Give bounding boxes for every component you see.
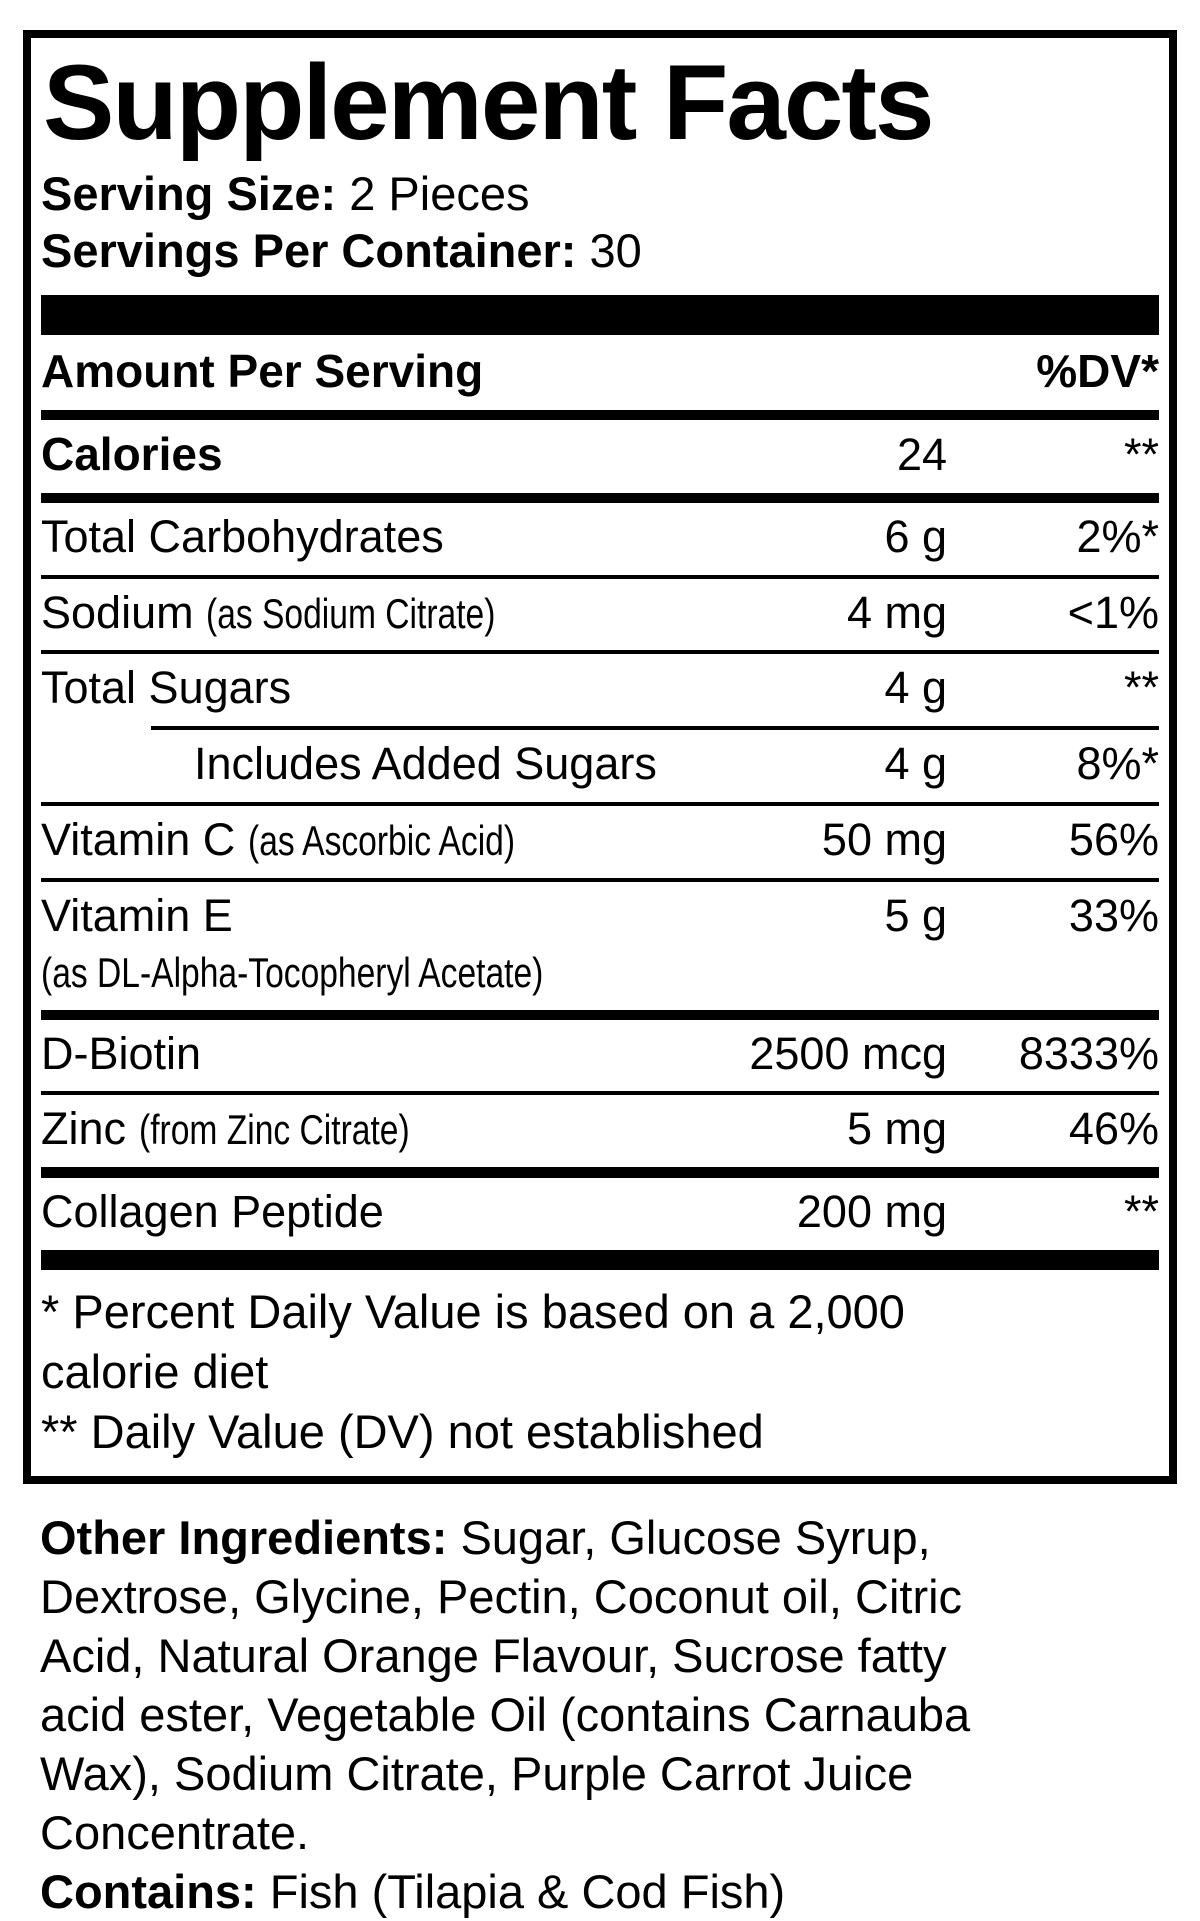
nutrient-name: Collagen Peptide bbox=[41, 1186, 384, 1238]
divider bbox=[41, 650, 1159, 655]
other-ingredients-text: Sugar, Glucose Syrup, bbox=[460, 1510, 931, 1564]
nutrient-dv: ** bbox=[1123, 1186, 1159, 1238]
footnote-dv-not-established: ** Daily Value (DV) not established bbox=[41, 1404, 764, 1458]
nutrient-row-zinc: Zinc (from Zinc Citrate) 5 mg 46% bbox=[41, 1095, 1159, 1167]
amount-per-serving-header: Amount Per Serving bbox=[41, 345, 484, 398]
nutrient-name: Sodium bbox=[41, 586, 194, 638]
nutrient-amount: 50 mg bbox=[821, 813, 947, 865]
nutrient-amount: 4 g bbox=[884, 662, 947, 714]
nutrient-source-note: (as Sodium Citrate) bbox=[206, 589, 496, 637]
servings-per-container-line: Servings Per Container: 30 bbox=[41, 222, 1159, 279]
divider bbox=[41, 1091, 1159, 1096]
nutrient-dv: ** bbox=[1123, 429, 1159, 481]
nutrient-name: Vitamin C bbox=[41, 813, 236, 865]
nutrient-name: Zinc bbox=[41, 1103, 127, 1155]
nutrient-row-d-biotin: D-Biotin 2500 mcg 8333% bbox=[41, 1020, 1159, 1092]
nutrient-row-added-sugars: Includes Added Sugars 4 g 8%* bbox=[41, 730, 1159, 802]
dv-header: %DV* bbox=[1036, 345, 1159, 398]
footnote-dv-basis-line2: calorie diet bbox=[41, 1344, 269, 1398]
nutrient-source-note: (as Ascorbic Acid) bbox=[247, 816, 515, 864]
divider bbox=[41, 574, 1159, 579]
nutrient-dv: <1% bbox=[1067, 586, 1159, 638]
nutrient-name: Vitamin E bbox=[41, 889, 233, 941]
nutrient-row-calories: Calories 24 ** bbox=[41, 420, 1159, 493]
nutrient-row-sodium: Sodium (as Sodium Citrate) 4 mg <1% bbox=[41, 579, 1159, 651]
other-ingredients-line: Dextrose, Glycine, Pectin, Coconut oil, … bbox=[40, 1569, 963, 1623]
nutrient-dv: 8%* bbox=[1076, 738, 1159, 790]
supplement-facts-panel: Supplement Facts Serving Size: 2 Pieces … bbox=[23, 30, 1177, 1484]
divider bbox=[41, 877, 1159, 882]
divider bbox=[41, 410, 1159, 421]
divider-thick-bottom bbox=[41, 1249, 1159, 1270]
divider-thick-top bbox=[41, 295, 1159, 336]
nutrient-dv: 56% bbox=[1068, 813, 1159, 865]
nutrient-name: Total Carbohydrates bbox=[41, 510, 444, 562]
divider-indented bbox=[151, 726, 1159, 731]
nutrient-row-total-sugars: Total Sugars 4 g ** bbox=[41, 654, 1159, 726]
other-ingredients-section: Other Ingredients: Sugar, Glucose Syrup,… bbox=[40, 1508, 1170, 1921]
allergen-line: Contains: Fish (Tilapia & Cod Fish) bbox=[40, 1862, 1170, 1921]
divider bbox=[41, 801, 1159, 806]
divider bbox=[41, 1009, 1159, 1020]
divider bbox=[41, 492, 1159, 503]
nutrient-name: Total Sugars bbox=[41, 662, 292, 714]
other-ingredients-label: Other Ingredients: bbox=[40, 1510, 461, 1564]
nutrient-amount: 4 mg bbox=[846, 586, 947, 638]
nutrient-dv: ** bbox=[1123, 662, 1159, 714]
other-ingredients-line: Concentrate. bbox=[40, 1805, 310, 1859]
servings-per-container-value: 30 bbox=[589, 224, 642, 278]
nutrient-row-vitamin-e: Vitamin E 5 g 33% (as DL-Alpha-Tocophery… bbox=[41, 882, 1159, 1010]
nutrient-dv: 46% bbox=[1068, 1103, 1159, 1155]
nutrient-amount: 5 mg bbox=[846, 1103, 947, 1155]
nutrient-dv: 8333% bbox=[1018, 1027, 1159, 1079]
divider bbox=[41, 1167, 1159, 1179]
serving-size-value: 2 Pieces bbox=[349, 167, 530, 221]
nutrient-source-note: (from Zinc Citrate) bbox=[138, 1106, 410, 1154]
other-ingredients-line: Other Ingredients: Sugar, Glucose Syrup, bbox=[40, 1508, 1170, 1567]
nutrient-dv: 2%* bbox=[1076, 510, 1159, 562]
nutrient-amount: 6 g bbox=[884, 510, 947, 562]
footnote-dv-basis-line1: * Percent Daily Value is based on a 2,00… bbox=[41, 1284, 905, 1338]
nutrient-source-note: (as DL-Alpha-Tocopheryl Acetate) bbox=[41, 949, 544, 997]
other-ingredients-line: Acid, Natural Orange Flavour, Sucrose fa… bbox=[40, 1628, 947, 1682]
column-header-row: Amount Per Serving %DV* bbox=[41, 335, 1159, 410]
nutrient-row-collagen-peptide: Collagen Peptide 200 mg ** bbox=[41, 1178, 1159, 1250]
nutrient-name: Includes Added Sugars bbox=[194, 738, 657, 790]
nutrient-name: Calories bbox=[41, 428, 223, 481]
nutrient-amount: 24 bbox=[896, 429, 947, 481]
serving-size-line: Serving Size: 2 Pieces bbox=[41, 165, 1159, 222]
nutrient-amount: 2500 mcg bbox=[749, 1027, 947, 1079]
nutrient-amount: 5 g bbox=[884, 889, 947, 941]
footnotes: * Percent Daily Value is based on a 2,00… bbox=[41, 1270, 1159, 1462]
nutrient-amount: 200 mg bbox=[796, 1186, 947, 1238]
other-ingredients-line: acid ester, Vegetable Oil (contains Carn… bbox=[40, 1687, 971, 1741]
other-ingredients-line: Wax), Sodium Citrate, Purple Carrot Juic… bbox=[40, 1746, 914, 1800]
nutrient-name: D-Biotin bbox=[41, 1027, 202, 1079]
nutrient-row-vitamin-c: Vitamin C (as Ascorbic Acid) 50 mg 56% bbox=[41, 806, 1159, 878]
nutrient-amount: 4 g bbox=[884, 738, 947, 790]
serving-size-label: Serving Size: bbox=[41, 167, 337, 221]
servings-per-container-label: Servings Per Container: bbox=[41, 224, 577, 278]
nutrient-row-total-carbohydrates: Total Carbohydrates 6 g 2%* bbox=[41, 503, 1159, 575]
panel-title: Supplement Facts bbox=[43, 42, 935, 162]
nutrient-dv: 33% bbox=[1068, 889, 1159, 941]
